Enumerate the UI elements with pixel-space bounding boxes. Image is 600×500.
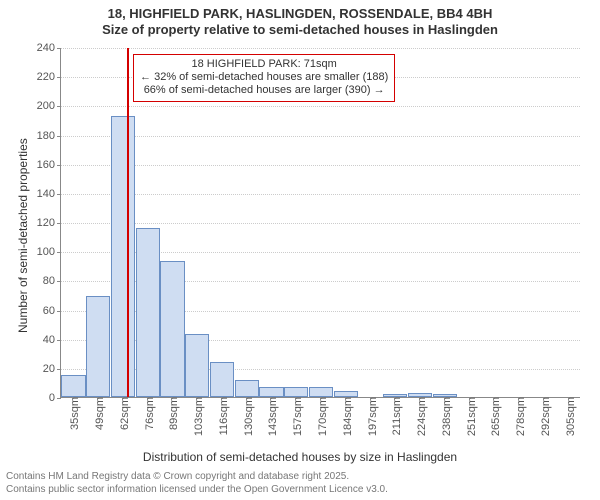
title-line-1: 18, HIGHFIELD PARK, HASLINGDEN, ROSSENDA… bbox=[0, 6, 600, 22]
histogram-bar bbox=[61, 375, 85, 397]
chart-area: 02040608010012014016018020022024035sqm49… bbox=[60, 48, 580, 398]
x-tick: 197sqm bbox=[363, 397, 379, 436]
x-tick: 184sqm bbox=[338, 397, 354, 436]
gridline bbox=[61, 194, 580, 195]
title-block: 18, HIGHFIELD PARK, HASLINGDEN, ROSSENDA… bbox=[0, 0, 600, 39]
x-tick: 224sqm bbox=[412, 397, 428, 436]
x-tick: 49sqm bbox=[90, 397, 106, 430]
title-line-2: Size of property relative to semi-detach… bbox=[0, 22, 600, 38]
y-tick: 180 bbox=[37, 130, 61, 142]
histogram-bar bbox=[284, 387, 308, 397]
histogram-bar bbox=[160, 261, 184, 397]
y-tick: 140 bbox=[37, 188, 61, 200]
x-tick: 157sqm bbox=[288, 397, 304, 436]
y-tick: 0 bbox=[49, 392, 61, 404]
y-tick: 160 bbox=[37, 159, 61, 171]
y-tick: 100 bbox=[37, 246, 61, 258]
x-tick: 238sqm bbox=[437, 397, 453, 436]
gridline bbox=[61, 223, 580, 224]
chart-container: 18, HIGHFIELD PARK, HASLINGDEN, ROSSENDA… bbox=[0, 0, 600, 500]
annotation-line-2: ← 32% of semi-detached houses are smalle… bbox=[140, 71, 388, 84]
y-tick: 60 bbox=[43, 305, 61, 317]
footer-line-2: Contains public sector information licen… bbox=[6, 484, 388, 497]
x-tick: 35sqm bbox=[65, 397, 81, 430]
x-tick: 211sqm bbox=[387, 397, 403, 435]
x-tick: 143sqm bbox=[263, 397, 279, 436]
y-tick: 120 bbox=[37, 217, 61, 229]
y-tick: 80 bbox=[43, 275, 61, 287]
y-tick: 40 bbox=[43, 334, 61, 346]
x-tick: 116sqm bbox=[214, 397, 230, 435]
annotation-line-1: 18 HIGHFIELD PARK: 71sqm bbox=[140, 58, 388, 71]
x-tick: 278sqm bbox=[511, 397, 527, 436]
x-tick: 265sqm bbox=[486, 397, 502, 436]
histogram-bar bbox=[210, 362, 234, 397]
gridline bbox=[61, 48, 580, 49]
x-tick: 76sqm bbox=[140, 397, 156, 430]
x-tick: 305sqm bbox=[561, 397, 577, 436]
gridline bbox=[61, 165, 580, 166]
y-tick: 200 bbox=[37, 100, 61, 112]
gridline bbox=[61, 106, 580, 107]
y-tick: 20 bbox=[43, 363, 61, 375]
x-tick: 130sqm bbox=[239, 397, 255, 436]
annotation-line-3: 66% of semi-detached houses are larger (… bbox=[140, 84, 388, 97]
gridline bbox=[61, 136, 580, 137]
plot: 02040608010012014016018020022024035sqm49… bbox=[60, 48, 580, 398]
histogram-bar bbox=[86, 296, 110, 397]
histogram-bar bbox=[235, 380, 259, 398]
x-tick: 170sqm bbox=[313, 397, 329, 436]
footer: Contains HM Land Registry data © Crown c… bbox=[6, 471, 388, 496]
histogram-bar bbox=[259, 387, 283, 397]
histogram-bar bbox=[309, 387, 333, 397]
histogram-bar bbox=[136, 228, 160, 397]
y-axis-label: Number of semi-detached properties bbox=[16, 138, 30, 333]
x-tick: 62sqm bbox=[115, 397, 131, 430]
y-tick: 220 bbox=[37, 71, 61, 83]
y-tick: 240 bbox=[37, 42, 61, 54]
annotation-box: 18 HIGHFIELD PARK: 71sqm← 32% of semi-de… bbox=[133, 54, 395, 102]
x-tick: 103sqm bbox=[189, 397, 205, 436]
x-tick: 89sqm bbox=[164, 397, 180, 430]
x-axis-label: Distribution of semi-detached houses by … bbox=[0, 450, 600, 464]
histogram-bar bbox=[185, 334, 209, 397]
x-tick: 251sqm bbox=[462, 397, 478, 436]
x-tick: 292sqm bbox=[536, 397, 552, 436]
footer-line-1: Contains HM Land Registry data © Crown c… bbox=[6, 471, 388, 484]
histogram-bar bbox=[111, 116, 135, 397]
marker-line bbox=[127, 48, 129, 397]
